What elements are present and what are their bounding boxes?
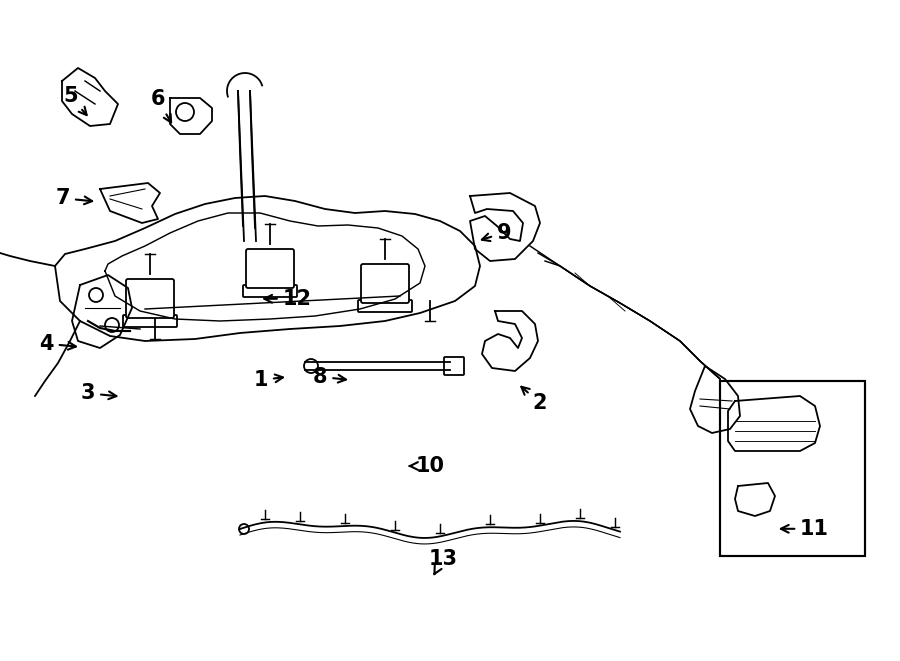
FancyBboxPatch shape — [126, 279, 174, 318]
FancyBboxPatch shape — [246, 249, 294, 288]
Bar — [720, 381, 865, 556]
Text: 6: 6 — [150, 89, 171, 122]
Text: 11: 11 — [781, 519, 829, 539]
Text: 13: 13 — [428, 549, 457, 574]
Text: 12: 12 — [265, 289, 311, 309]
FancyBboxPatch shape — [358, 300, 412, 312]
Text: 2: 2 — [521, 387, 547, 413]
Text: 10: 10 — [410, 456, 445, 476]
Text: 9: 9 — [482, 223, 511, 243]
Text: 3: 3 — [81, 383, 116, 403]
Text: 7: 7 — [56, 188, 92, 208]
Text: 5: 5 — [63, 86, 86, 115]
Text: 8: 8 — [313, 367, 346, 387]
FancyBboxPatch shape — [361, 264, 409, 303]
FancyBboxPatch shape — [243, 285, 297, 297]
FancyBboxPatch shape — [444, 357, 464, 375]
FancyBboxPatch shape — [123, 315, 177, 327]
Text: 4: 4 — [40, 334, 76, 354]
Text: 1: 1 — [254, 370, 283, 390]
